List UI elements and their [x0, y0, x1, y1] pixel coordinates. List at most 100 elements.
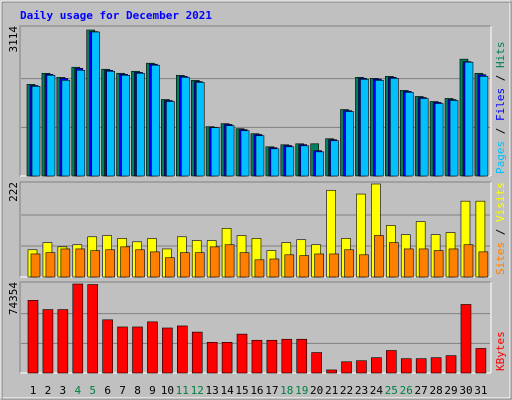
bar [270, 148, 280, 177]
bar [236, 333, 248, 374]
bar [90, 250, 101, 278]
x-tick-label: 7 [119, 384, 126, 397]
legend-entry: Files [494, 88, 507, 121]
bar [430, 357, 442, 374]
x-tick-label: 19 [295, 384, 308, 397]
bar [105, 249, 115, 278]
x-tick-label: 24 [370, 384, 384, 397]
bar [311, 352, 322, 374]
x-tick-label: 26 [400, 384, 413, 397]
bar [460, 304, 472, 374]
bar [415, 358, 427, 374]
bar [269, 258, 280, 278]
bar [479, 76, 489, 177]
bar [166, 101, 175, 177]
x-tick-label: 29 [444, 384, 457, 397]
bar [449, 100, 459, 177]
bar [181, 77, 190, 177]
x-tick-label: 27 [415, 384, 428, 397]
legend-separator: / [494, 222, 507, 242]
x-tick-label: 18 [280, 384, 293, 397]
bar [326, 369, 337, 374]
bar [57, 309, 69, 374]
bar [400, 358, 412, 374]
x-tick-label: 25 [385, 384, 398, 397]
bar [147, 321, 158, 374]
x-tick-label: 13 [206, 384, 219, 397]
x-tick-label: 3 [60, 384, 67, 397]
bar [403, 248, 414, 278]
y-tick-label: 74354 [7, 282, 20, 315]
bar [464, 61, 474, 177]
y-tick-label: 3114 [7, 26, 20, 53]
bar [117, 326, 128, 374]
bar [463, 244, 474, 278]
bar [345, 111, 354, 177]
bar [75, 248, 86, 278]
bar [194, 252, 205, 278]
bar [121, 74, 130, 177]
bar [329, 253, 339, 278]
x-tick-label: 12 [191, 384, 204, 397]
x-tick-label: 9 [149, 384, 156, 397]
bar [285, 146, 295, 177]
bar [239, 252, 250, 278]
bar [240, 130, 250, 177]
bar [180, 252, 190, 278]
x-tick-label: 20 [310, 384, 323, 397]
bar [191, 331, 203, 374]
x-tick-label: 10 [161, 384, 174, 397]
x-tick-label: 31 [474, 384, 487, 397]
bar [60, 248, 71, 278]
bar [341, 361, 352, 374]
x-tick-label: 6 [104, 384, 111, 397]
bar [445, 355, 457, 374]
bar [390, 78, 399, 177]
bar [45, 252, 56, 278]
bar [375, 80, 384, 177]
x-tick-label: 30 [459, 384, 472, 397]
bar [478, 251, 489, 278]
bar [72, 283, 84, 374]
bar [448, 248, 459, 278]
bar [330, 140, 339, 177]
x-tick-label: 23 [355, 384, 368, 397]
bar [106, 70, 115, 177]
bar [210, 127, 220, 177]
bar [31, 86, 41, 177]
legend: Pages / Files / Hits [494, 42, 507, 175]
bar [151, 64, 160, 177]
bar [91, 31, 101, 177]
bar [42, 309, 54, 374]
bar [254, 259, 265, 278]
bar [374, 235, 384, 278]
bar [281, 338, 293, 374]
bar [344, 249, 354, 278]
legend: Sites / Visits [494, 182, 507, 275]
x-tick-label: 17 [265, 384, 278, 397]
bar [296, 338, 308, 374]
bar [434, 103, 444, 177]
x-tick-label: 2 [45, 384, 52, 397]
bar [225, 125, 235, 177]
x-tick-label: 15 [235, 384, 248, 397]
legend: KBytes [494, 331, 507, 371]
bar [165, 257, 175, 278]
bar [132, 326, 143, 374]
legend-separator: / [494, 121, 507, 141]
x-tick-label: 5 [89, 384, 96, 397]
bar [251, 339, 263, 374]
legend-entry: Visits [494, 182, 507, 222]
bar [284, 254, 295, 278]
y-tick-label: 222 [7, 182, 20, 202]
x-tick-label: 16 [250, 384, 263, 397]
bar [359, 254, 369, 278]
bar [209, 246, 220, 278]
bar [404, 92, 414, 177]
bar [150, 251, 160, 278]
legend-separator: / [494, 68, 507, 88]
x-tick-label: 11 [176, 384, 189, 397]
x-tick-label: 8 [134, 384, 141, 397]
